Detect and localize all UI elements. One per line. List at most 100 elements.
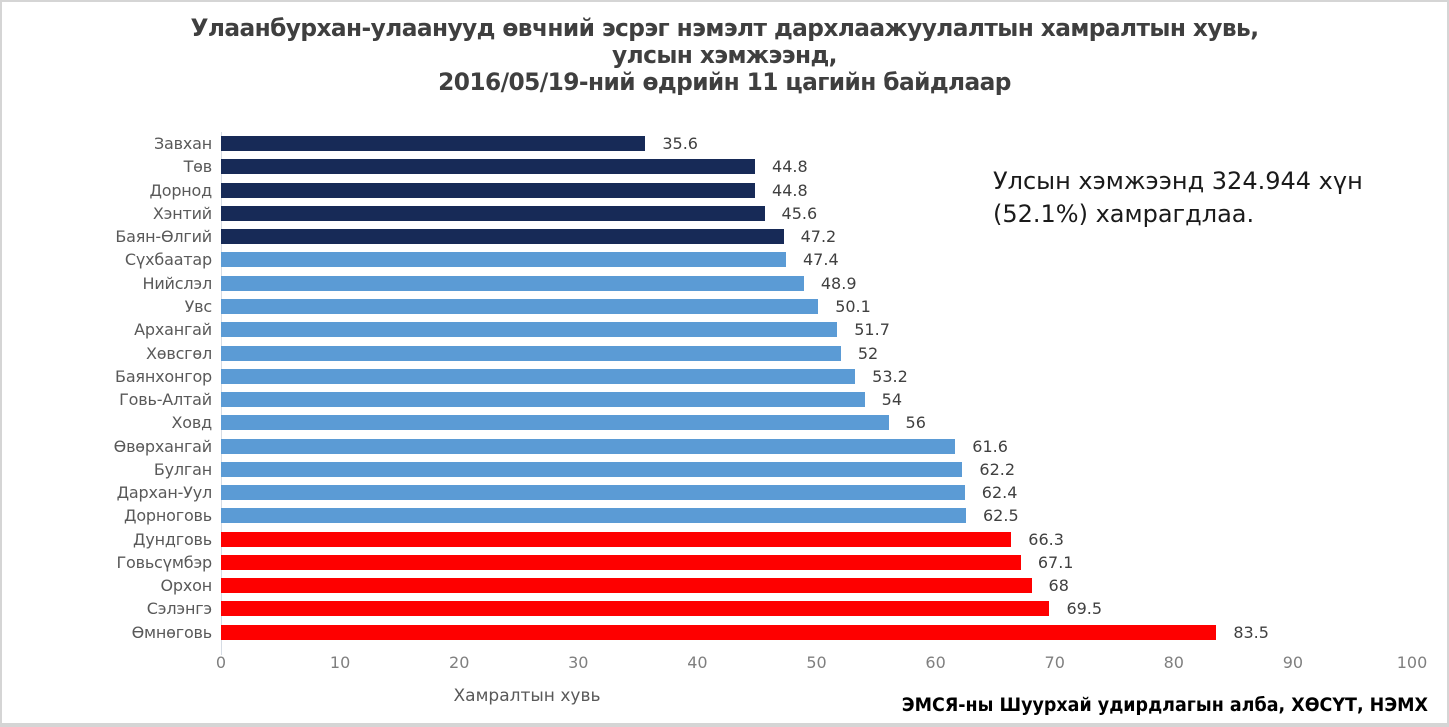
x-tick-label: 80 <box>1163 653 1184 672</box>
bar-track: 66.3 <box>221 529 1413 549</box>
bar-row: Архангай 51.7 <box>2 318 1413 341</box>
category-label: Дорноговь <box>124 506 212 526</box>
category-label: Сүхбаатар <box>124 250 212 270</box>
category-label: Завхан <box>153 134 212 154</box>
bar <box>221 438 956 454</box>
x-tick-label: 60 <box>925 653 946 672</box>
value-label: 35.6 <box>662 134 698 154</box>
bar-row: Өвөрхангай 61.6 <box>2 434 1413 457</box>
x-tick-label: 90 <box>1282 653 1304 672</box>
value-label: 61.6 <box>972 436 1008 456</box>
bar-row: Дундговь 66.3 <box>2 528 1413 551</box>
category-label: Өвөрхангай <box>113 436 213 456</box>
bar <box>221 624 1217 640</box>
bar-row: Баян-Өлгий 47.2 <box>2 225 1413 248</box>
bar-row: Баянхонгор 53.2 <box>2 365 1413 388</box>
bar <box>221 182 756 198</box>
value-label: 47.4 <box>803 250 839 270</box>
national-coverage-annotation: Улсын хэмжээнд 324.944 хүн (52.1%) хамра… <box>993 167 1363 228</box>
bar-track: 48.9 <box>221 273 1413 293</box>
category-label: Нийслэл <box>142 273 213 293</box>
value-label: 44.8 <box>772 180 808 200</box>
bar-row: Дархан-Уул 62.4 <box>2 481 1413 504</box>
bar-track: 54 <box>221 390 1413 410</box>
bar-row: Төв 44.8 <box>2 155 1413 178</box>
bar-track: 62.5 <box>221 506 1413 526</box>
category-label: Баян-Өлгий <box>115 227 212 247</box>
bar-track: 45.6 <box>221 205 1413 221</box>
bar-track: 50.1 <box>221 296 1413 316</box>
bar-row: Сэлэнгэ 69.5 <box>2 597 1413 620</box>
value-label: 54 <box>881 390 903 410</box>
bar-row: Дорнод 44.8 <box>2 179 1413 202</box>
bar-row: Увс 50.1 <box>2 295 1413 318</box>
bar-track: 51.7 <box>221 322 1413 338</box>
bar-track: 52 <box>221 345 1413 361</box>
source-credit: ЭМСЯ-ны Шуурхай удирдлагын алба, ХӨСҮТ, … <box>901 694 1428 716</box>
category-label: Ховд <box>171 413 213 433</box>
chart-title: Улаанбурхан-улаанууд өвчний эсрэг нэмэлт… <box>190 14 1259 96</box>
bar <box>221 136 646 152</box>
value-label: 62.4 <box>981 483 1018 503</box>
bar <box>221 159 756 175</box>
bar <box>221 368 856 384</box>
bar-track: 44.8 <box>221 159 1413 175</box>
value-label: 83.5 <box>1233 622 1269 642</box>
category-label: Баянхонгор <box>115 366 212 386</box>
value-label: 48.9 <box>820 273 857 293</box>
bar <box>221 298 819 314</box>
category-label: Хөвсгөл <box>146 343 212 363</box>
bar-track: 47.2 <box>221 227 1413 247</box>
bar <box>221 415 889 431</box>
bar <box>221 392 865 408</box>
bar-track: 83.5 <box>221 622 1413 642</box>
value-label: 53.2 <box>872 366 908 386</box>
bar-track: 69.5 <box>221 601 1413 617</box>
category-label: Сэлэнгэ <box>146 599 212 619</box>
category-label: Архангай <box>134 320 212 340</box>
x-tick-label: 70 <box>1044 653 1065 672</box>
category-label: Говьсүмбэр <box>116 552 212 572</box>
bar <box>221 531 1012 547</box>
bar <box>221 578 1032 594</box>
value-label: 66.3 <box>1028 529 1064 549</box>
bar-track: 67.1 <box>221 554 1413 570</box>
category-label: Өмнөговь <box>131 622 213 642</box>
x-tick-label: 20 <box>449 653 470 672</box>
category-label: Дундговь <box>133 529 212 549</box>
bar-track: 47.4 <box>221 250 1413 270</box>
bar-row: Завхан 35.6 <box>2 132 1413 155</box>
value-label: 62.5 <box>983 506 1019 526</box>
bar <box>221 205 765 221</box>
bar-row: Орхон 68 <box>2 574 1413 597</box>
category-label: Булган <box>153 459 212 479</box>
value-label: 62.2 <box>979 459 1016 479</box>
bar-row: Ховд 56 <box>2 411 1413 434</box>
bar-row: Дорноговь 62.5 <box>2 504 1413 527</box>
value-label: 68 <box>1048 576 1069 596</box>
value-label: 50.1 <box>835 296 871 316</box>
bar <box>221 345 841 361</box>
x-tick-label: 0 <box>215 653 227 672</box>
bar-track: 35.6 <box>221 134 1413 154</box>
bar-track: 62.4 <box>221 483 1413 503</box>
bar-row: Булган 62.2 <box>2 458 1413 481</box>
bar-track: 44.8 <box>221 180 1413 200</box>
bar-track: 62.2 <box>221 459 1413 479</box>
bar <box>221 601 1050 617</box>
category-label: Дорнод <box>149 180 212 200</box>
x-tick-label: 30 <box>568 653 589 672</box>
bar-row: Говьсүмбэр 67.1 <box>2 551 1413 574</box>
bar-row: Хөвсгөл 52 <box>2 341 1413 364</box>
bar <box>221 252 786 268</box>
x-axis-title: Хамралтын хувь <box>453 686 601 706</box>
category-label: Говь-Алтай <box>119 390 212 410</box>
x-tick-label: 100 <box>1396 653 1428 672</box>
bar <box>221 275 804 291</box>
bar <box>221 508 966 524</box>
bar <box>221 485 965 501</box>
value-label: 47.2 <box>800 227 837 247</box>
bar <box>221 229 784 245</box>
bar <box>221 461 963 477</box>
